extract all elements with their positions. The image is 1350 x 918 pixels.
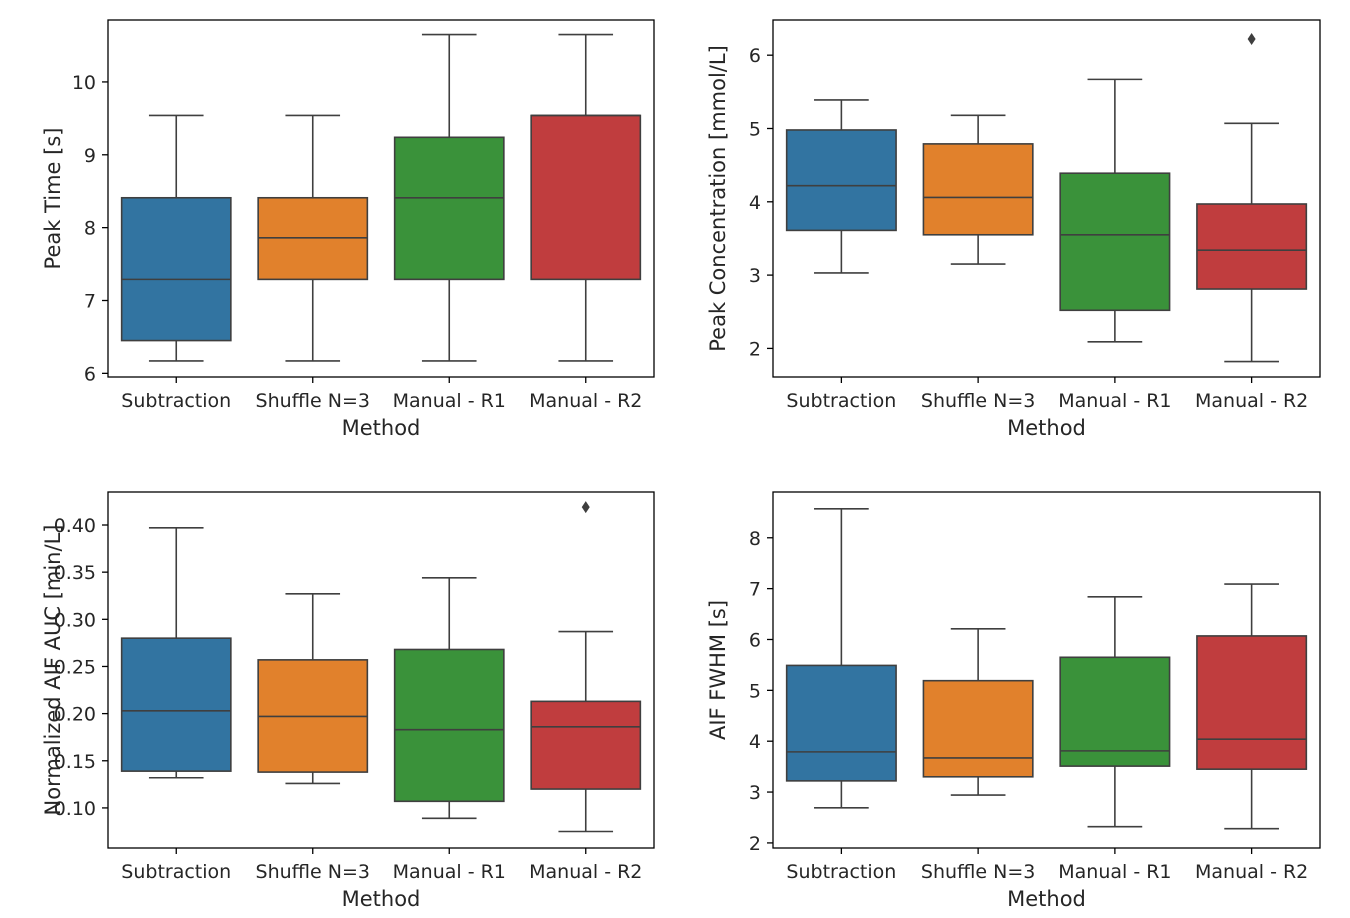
y-tick-label: 6 [84, 363, 96, 385]
box-shuffle-n-3 [922, 628, 1034, 796]
y-tick-label: 2 [749, 338, 761, 360]
y-axis-label: Normalized AIF AUC [min/L] [41, 525, 65, 816]
outlier-point [1247, 33, 1256, 46]
box-body [1196, 203, 1308, 290]
x-tick-label: Subtraction [121, 390, 231, 412]
x-tick-label: Shuffle N=3 [256, 861, 370, 883]
x-tick-label: Subtraction [786, 390, 896, 412]
y-tick-label: 4 [749, 192, 761, 214]
box-subtraction [120, 527, 232, 779]
box-subtraction [785, 507, 897, 809]
y-tick-label: 8 [84, 218, 96, 240]
box-manual-r1 [1059, 595, 1171, 828]
chart-panel-4: 2 3 4 5 6 7 8 Subtraction Shuffle N=3 Manual - R1… [706, 491, 1321, 911]
y-tick-label: 8 [749, 528, 761, 550]
y-tick-label: 7 [84, 291, 96, 313]
y-tick-label: 6 [749, 629, 761, 651]
y-tick-label: 0.15 [54, 751, 96, 773]
x-tick-label: Manual - R1 [393, 861, 506, 883]
x-tick-label: Subtraction [121, 861, 231, 883]
y-tick-label: 7 [749, 579, 761, 601]
x-axis-label: Method [342, 416, 421, 440]
box-body [922, 143, 1034, 236]
x-tick-label: Shuffle N=3 [921, 390, 1035, 412]
box-shuffle-n-3 [257, 114, 369, 362]
box-manual-r2 [1196, 33, 1308, 363]
y-tick-label: 0.35 [54, 562, 96, 584]
box-body [120, 637, 232, 772]
x-tick-label: Manual - R2 [529, 390, 642, 412]
x-tick-label: Subtraction [786, 861, 896, 883]
box-body [393, 136, 505, 281]
y-tick-label: 5 [749, 680, 761, 702]
box-body [1059, 172, 1171, 312]
chart-panel-1: 6 7 8 9 10 Subtraction Shuffle N=3 Manual - R1 M… [41, 19, 655, 440]
x-axis-label: Method [1007, 416, 1086, 440]
y-tick-label: 0.20 [54, 704, 96, 726]
box-subtraction [120, 114, 232, 362]
x-tick-label: Manual - R1 [1058, 390, 1171, 412]
outlier-point [581, 501, 590, 514]
y-tick-label: 3 [749, 782, 761, 804]
box-body [922, 679, 1034, 778]
box-subtraction [785, 99, 897, 274]
y-tick-label: 2 [749, 833, 761, 855]
box-manual-r1 [1059, 78, 1171, 343]
x-tick-label: Shuffle N=3 [256, 390, 370, 412]
y-axis-label: Peak Time [s] [41, 128, 65, 270]
axes-frame [772, 19, 1321, 378]
box-body [785, 129, 897, 232]
box-body [393, 648, 505, 803]
box-shuffle-n-3 [922, 114, 1034, 265]
box-manual-r1 [393, 577, 505, 820]
x-axis-label: Method [342, 887, 421, 911]
y-tick-label: 0.25 [54, 656, 96, 678]
box-manual-r2 [1196, 583, 1308, 830]
x-tick-label: Manual - R2 [1195, 861, 1308, 883]
box-body [530, 114, 642, 281]
y-axis-label: AIF FWHM [s] [706, 600, 730, 740]
y-axis-label: Peak Concentration [mmol/L] [706, 45, 730, 352]
x-axis-label: Method [1007, 887, 1086, 911]
box-body [530, 700, 642, 790]
chart-panel-2: 2 3 4 5 6 Subtraction Shuffle N=3 Manual - R1 Ma… [706, 19, 1321, 440]
y-tick-label: 10 [72, 72, 96, 94]
y-tick-label: 5 [749, 118, 761, 140]
box-shuffle-n-3 [257, 593, 369, 785]
y-tick-label: 6 [749, 45, 761, 67]
box-body [1196, 635, 1308, 770]
box-body [1059, 656, 1171, 767]
axes-frame [107, 491, 655, 849]
box-manual-r2 [530, 501, 642, 833]
box-manual-r2 [530, 33, 642, 362]
y-tick-label: 0.10 [54, 798, 96, 820]
axes-frame [107, 19, 655, 378]
x-tick-label: Shuffle N=3 [921, 861, 1035, 883]
x-tick-label: Manual - R1 [1058, 861, 1171, 883]
y-tick-label: 3 [749, 265, 761, 287]
x-tick-label: Manual - R1 [393, 390, 506, 412]
y-tick-label: 4 [749, 731, 761, 753]
x-tick-label: Manual - R2 [529, 861, 642, 883]
box-body [785, 664, 897, 782]
box-body [120, 196, 232, 342]
y-tick-label: 9 [84, 145, 96, 167]
box-manual-r1 [393, 33, 505, 362]
chart-panel-3: 0.10 0.15 0.20 0.25 0.30 0.35 0.40 Subtraction S… [41, 491, 655, 911]
x-tick-label: Manual - R2 [1195, 390, 1308, 412]
y-tick-label: 0.30 [54, 609, 96, 631]
y-tick-label: 0.40 [54, 515, 96, 537]
axes-frame [772, 491, 1321, 849]
